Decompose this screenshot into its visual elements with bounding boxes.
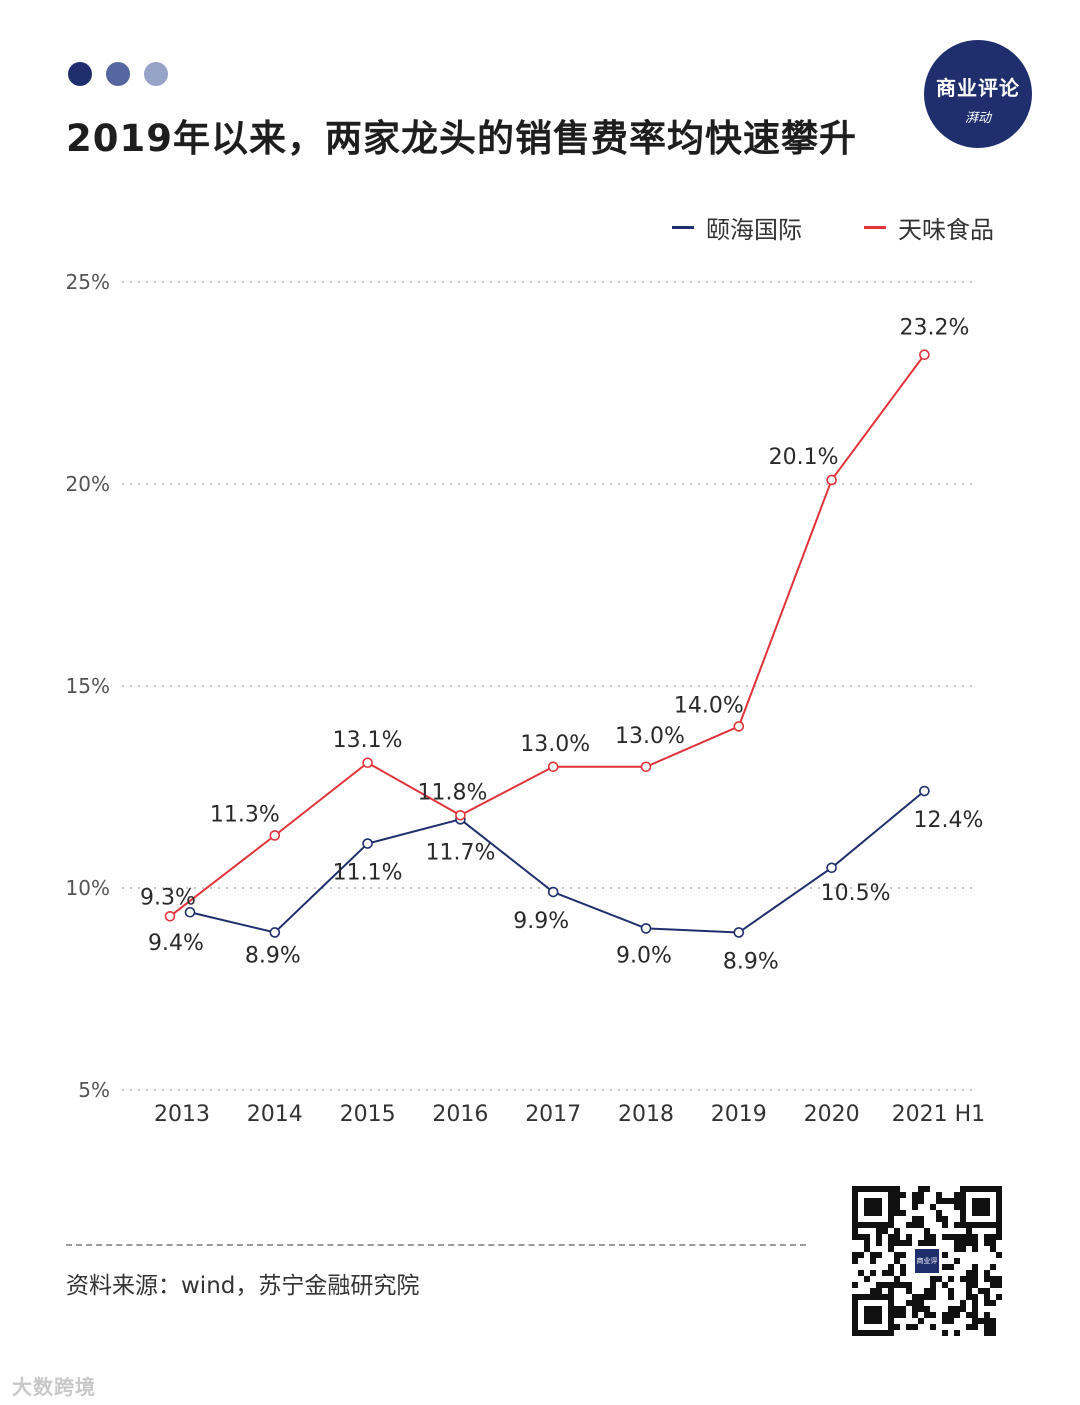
data-label: 9.4%	[148, 931, 204, 956]
data-label: 13.0%	[520, 732, 590, 757]
data-label: 9.9%	[513, 909, 569, 934]
data-label: 10.5%	[821, 881, 891, 906]
data-point	[547, 761, 559, 773]
brand-logo-badge: 商业评论 湃动	[924, 40, 1032, 148]
data-point	[547, 886, 559, 898]
data-label: 9.3%	[140, 885, 196, 910]
x-tick-label: 2013	[154, 1102, 210, 1127]
chart-title: 2019年以来，两家龙头的销售费率均快速攀升	[66, 117, 857, 160]
x-tick-label: 2021 H1	[892, 1102, 986, 1127]
data-label: 13.0%	[615, 724, 685, 749]
data-point	[919, 785, 930, 797]
data-label: 14.0%	[674, 693, 744, 718]
data-label: 11.8%	[417, 780, 487, 805]
dot-3	[144, 62, 168, 86]
data-label: 8.9%	[245, 943, 301, 968]
data-point	[269, 830, 281, 841]
x-tick-label: 2019	[711, 1102, 767, 1127]
brand-logo-subtext: 湃动	[964, 111, 991, 126]
qr-code: 商业评论	[852, 1186, 1002, 1336]
data-point	[164, 910, 176, 922]
qr-code-pattern	[852, 1186, 1002, 1336]
y-tick-label: 15%	[66, 674, 110, 698]
y-tick-label: 20%	[66, 472, 110, 496]
legend-item-yihai: 颐海国际	[672, 210, 802, 245]
data-point	[184, 906, 196, 918]
data-label: 11.7%	[425, 840, 495, 865]
y-tick-label: 10%	[66, 876, 110, 900]
data-point	[640, 761, 652, 773]
line-chart: 5% 10% 15% 20% 25% 2013 2014 2015 2016 2017 2018 20…	[66, 270, 986, 1127]
data-label: 9.0%	[616, 943, 672, 968]
dot-2	[106, 62, 130, 86]
data-point	[733, 927, 745, 938]
divider	[66, 1244, 806, 1246]
legend-label-yihai: 颐海国际	[706, 216, 802, 244]
x-tick-label: 2020	[804, 1102, 860, 1127]
data-label: 12.4%	[913, 808, 983, 833]
decorative-dots	[68, 62, 168, 86]
data-label: 11.3%	[210, 802, 280, 827]
data-point	[640, 923, 652, 934]
data-label: 11.1%	[333, 861, 403, 886]
x-tick-label: 2014	[247, 1102, 303, 1127]
data-label: 8.9%	[723, 949, 779, 974]
y-tick-label: 5%	[78, 1078, 110, 1102]
y-tick-label: 25%	[66, 270, 110, 294]
legend-swatch-tianwei	[864, 226, 886, 229]
data-label: 20.1%	[769, 445, 839, 470]
x-tick-label: 2018	[618, 1102, 674, 1127]
dot-1	[68, 62, 92, 86]
legend-swatch-yihai	[672, 226, 694, 229]
data-point	[826, 862, 837, 874]
data-point	[733, 721, 745, 732]
data-point	[362, 838, 373, 849]
x-tick-label: 2015	[340, 1102, 396, 1127]
data-point	[269, 927, 281, 938]
data-label: 13.1%	[333, 728, 403, 753]
legend-item-tianwei: 天味食品	[864, 210, 994, 245]
brand-logo-text: 商业评论	[936, 76, 1020, 100]
data-point	[919, 349, 930, 361]
data-point	[362, 757, 373, 769]
series-line	[169, 354, 926, 918]
legend-label-tianwei: 天味食品	[898, 216, 994, 244]
x-tick-label: 2017	[525, 1102, 581, 1127]
data-point	[826, 474, 837, 486]
data-point	[455, 809, 466, 821]
data-label: 23.2%	[899, 316, 969, 341]
source-note: 资料来源：wind，苏宁金融研究院	[66, 1273, 420, 1299]
x-tick-label: 2016	[432, 1102, 488, 1127]
chart-legend: 颐海国际 天味食品	[672, 210, 994, 245]
qr-logo: 商业评论	[912, 1246, 942, 1289]
watermark: 大数跨境	[12, 1375, 96, 1399]
